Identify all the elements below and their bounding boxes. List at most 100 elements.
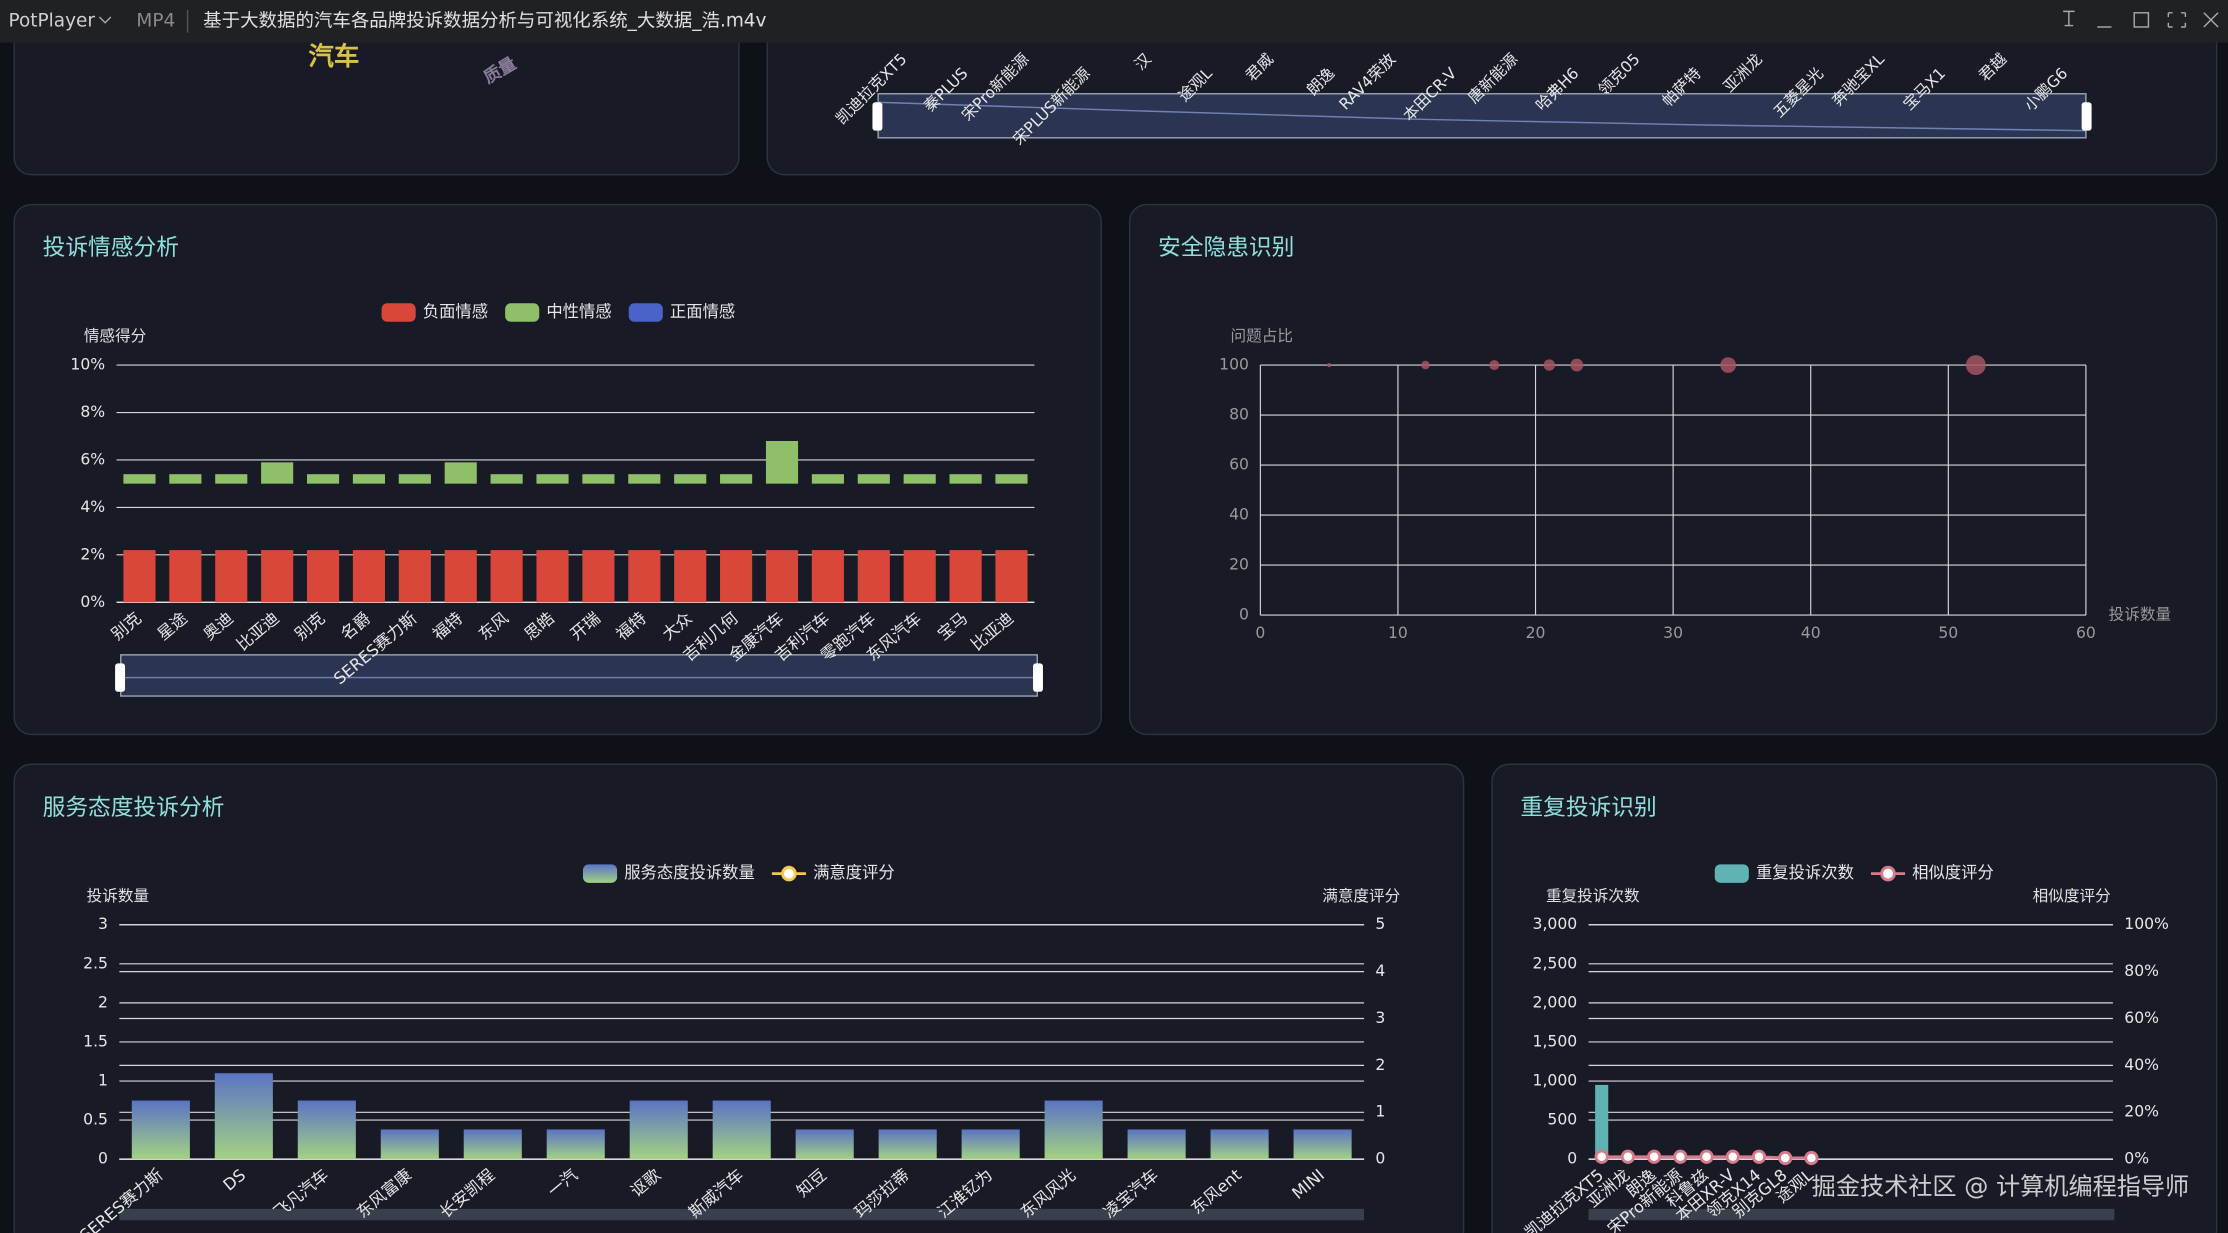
y2-axis-name: 相似度评分 bbox=[2033, 887, 2111, 905]
title-bar bbox=[0, 0, 2228, 43]
word: 汽车 bbox=[308, 42, 359, 72]
bar bbox=[582, 550, 615, 603]
bar bbox=[582, 484, 614, 550]
bar bbox=[878, 1129, 937, 1160]
bar bbox=[903, 474, 936, 484]
line-point bbox=[1778, 1150, 1793, 1166]
legend-item[interactable]: 负面情感 bbox=[381, 302, 489, 322]
bar bbox=[261, 462, 294, 484]
data-zoom[interactable] bbox=[872, 93, 2092, 139]
x-tick-label: 50 bbox=[1938, 624, 1958, 642]
bar bbox=[766, 484, 798, 550]
bar bbox=[995, 474, 1028, 484]
legend-label: 相似度评分 bbox=[1912, 863, 1994, 882]
bar bbox=[131, 1100, 190, 1160]
y-tick-label: 1 bbox=[98, 1072, 108, 1090]
y2-axis-name: 满意度评分 bbox=[1322, 886, 1400, 905]
bar bbox=[536, 484, 568, 550]
scrollbar[interactable] bbox=[119, 1208, 1365, 1221]
x-tick-label: 20 bbox=[1526, 624, 1546, 642]
y-tick-label: 80 bbox=[1229, 406, 1249, 424]
bar bbox=[720, 484, 752, 550]
y-tick-label: 5 bbox=[1375, 915, 1385, 933]
bar bbox=[995, 484, 1027, 550]
legend-item[interactable]: 重复投诉次数 bbox=[1714, 863, 1854, 883]
bar bbox=[812, 484, 844, 550]
bar bbox=[169, 550, 202, 603]
bar bbox=[546, 1129, 605, 1160]
slider-handle[interactable] bbox=[872, 102, 883, 131]
panel-title: 投诉情感分析 bbox=[43, 235, 179, 261]
x-tick-label: 60 bbox=[2076, 624, 2096, 642]
legend-item[interactable]: 相似度评分 bbox=[1870, 863, 1994, 882]
bar bbox=[1044, 1100, 1103, 1160]
data-zoom[interactable] bbox=[115, 654, 1043, 697]
legend-item[interactable]: 服务态度投诉数量 bbox=[582, 863, 755, 883]
bar bbox=[674, 484, 706, 550]
y-tick-label: 2,500 bbox=[1533, 954, 1578, 972]
bar bbox=[629, 1100, 688, 1160]
line-point bbox=[1594, 1149, 1609, 1164]
bar bbox=[215, 550, 248, 603]
y-tick-label: 100% bbox=[2124, 915, 2169, 933]
panel-title: 安全隐患识别 bbox=[1158, 235, 1294, 261]
x-tick-label: 30 bbox=[1663, 624, 1683, 642]
bar bbox=[463, 1129, 522, 1160]
x-tick-label: 40 bbox=[1801, 624, 1821, 642]
line-point bbox=[1725, 1149, 1740, 1164]
bar bbox=[491, 484, 523, 550]
y-tick-label: 0% bbox=[2124, 1150, 2149, 1168]
y-tick-label: 3 bbox=[98, 915, 108, 933]
bar bbox=[380, 1129, 439, 1160]
x-tick-label: 10 bbox=[1388, 624, 1408, 642]
pin-button[interactable] bbox=[2063, 10, 2075, 27]
bar bbox=[353, 484, 385, 550]
bar bbox=[811, 550, 844, 603]
bar bbox=[261, 484, 293, 550]
bar bbox=[215, 474, 248, 484]
y-tick-label: 0 bbox=[98, 1150, 108, 1168]
bar bbox=[949, 550, 982, 603]
bar bbox=[712, 1100, 771, 1160]
y-tick-label: 100 bbox=[1219, 356, 1249, 374]
slider-track bbox=[120, 654, 1038, 697]
scatter-point bbox=[1543, 359, 1555, 371]
close-button[interactable] bbox=[2203, 12, 2219, 28]
window-controls[interactable] bbox=[2063, 10, 2219, 28]
bar bbox=[352, 550, 386, 603]
y-tick-label: 3,000 bbox=[1533, 915, 1578, 933]
bar bbox=[169, 474, 202, 484]
bar bbox=[1127, 1129, 1186, 1160]
bar bbox=[857, 550, 890, 603]
legend-label: 服务态度投诉数量 bbox=[624, 863, 755, 882]
y-tick-label: 60% bbox=[2124, 1009, 2159, 1027]
window-title: 基于大数据的汽车各品牌投诉数据分析与可视化系统_大数据_浩.m4v bbox=[203, 10, 766, 31]
legend-marker bbox=[1880, 865, 1896, 882]
fullscreen-button[interactable] bbox=[2167, 12, 2187, 28]
bar bbox=[536, 474, 569, 484]
bar bbox=[444, 462, 477, 484]
legend-item[interactable]: 正面情感 bbox=[628, 302, 736, 322]
bar bbox=[949, 474, 982, 484]
slider-handle[interactable] bbox=[1033, 663, 1043, 692]
scrollbar[interactable] bbox=[1588, 1208, 2115, 1221]
app-name[interactable]: PotPlayer bbox=[9, 10, 96, 31]
menu-arrow[interactable] bbox=[98, 16, 112, 24]
line-point bbox=[1647, 1149, 1662, 1164]
slider-handle[interactable] bbox=[115, 663, 126, 692]
y-tick-label: 40% bbox=[2124, 1056, 2159, 1074]
bar bbox=[123, 550, 156, 603]
y-tick-label: 1 bbox=[1375, 1103, 1385, 1121]
line-point bbox=[1804, 1150, 1819, 1166]
slider-handle[interactable] bbox=[2081, 102, 2092, 131]
line-point bbox=[1673, 1149, 1688, 1164]
maximize-button[interactable] bbox=[2133, 12, 2150, 28]
y-tick-label: 1.5 bbox=[83, 1032, 108, 1050]
scatter-point bbox=[1570, 358, 1584, 372]
legend-swatch bbox=[505, 303, 540, 322]
bar bbox=[490, 550, 523, 603]
legend-item[interactable]: 满意度评分 bbox=[771, 863, 895, 882]
legend-item[interactable]: 中性情感 bbox=[505, 302, 612, 322]
bar bbox=[720, 474, 753, 484]
